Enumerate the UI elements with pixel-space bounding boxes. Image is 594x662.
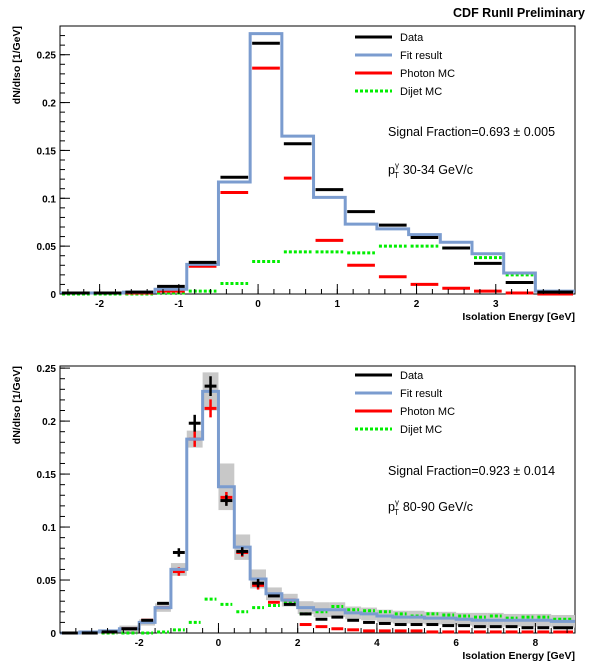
legend-label: Photon MC — [400, 406, 455, 418]
y-tick-label: 0.1 — [42, 523, 56, 534]
legend-label: Dijet MC — [400, 86, 442, 98]
x-tick-label: 2 — [295, 638, 301, 649]
x-tick-label: 0 — [255, 299, 261, 310]
x-tick-label: -2 — [135, 638, 144, 649]
y-tick-label: 0.25 — [37, 364, 57, 375]
series-line-fit-result — [60, 389, 575, 635]
signal-fraction-label: Signal Fraction=0.693 ± 0.005 — [388, 125, 555, 139]
y-tick-label: 0.05 — [37, 576, 57, 587]
legend-label: Data — [400, 370, 424, 382]
y-tick-label: 0.05 — [37, 242, 57, 253]
figure-title: CDF RunII Preliminary — [453, 6, 585, 20]
pt-superscript: γ — [395, 161, 399, 170]
x-tick-label: -2 — [95, 299, 104, 310]
y-tick-label: 0.25 — [37, 51, 57, 62]
x-tick-label: 2 — [414, 299, 420, 310]
x-tick-label: 4 — [374, 638, 380, 649]
y-axis-label: dN/dIso [1/GeV] — [11, 26, 23, 104]
x-tick-label: 3 — [493, 299, 499, 310]
pt-range-label: pγ T 80-90 GeV/c — [388, 498, 473, 517]
series-line-fit-result — [60, 32, 575, 295]
pt-range-label: pγ T 30-34 GeV/c — [388, 161, 473, 180]
x-tick-label: -1 — [174, 299, 183, 310]
x-tick-label: 8 — [533, 638, 539, 649]
x-axis-label: Isolation Energy [GeV] — [462, 650, 575, 662]
pt-symbol: p — [388, 500, 395, 514]
y-tick-label: 0 — [50, 290, 56, 301]
legend-label: Fit result — [400, 50, 442, 62]
y-tick-label: 0.15 — [37, 470, 57, 481]
pt-superscript: γ — [395, 498, 399, 507]
x-tick-label: 6 — [453, 638, 459, 649]
legend-label: Data — [400, 32, 424, 44]
y-tick-label: 0.15 — [37, 146, 57, 157]
pt-subscript: T — [394, 171, 399, 180]
y-tick-label: 0 — [50, 629, 56, 640]
pt-range-value: 30-34 GeV/c — [403, 163, 473, 177]
signal-fraction-label: Signal Fraction=0.923 ± 0.014 — [388, 464, 555, 478]
x-tick-label: 1 — [335, 299, 341, 310]
y-axis-label: dN/dIso [1/GeV] — [11, 366, 23, 444]
pt-range-value: 80-90 GeV/c — [403, 500, 473, 514]
pt-symbol: p — [388, 163, 395, 177]
y-tick-label: 0.1 — [42, 194, 56, 205]
y-tick-label: 0.2 — [42, 99, 56, 110]
x-axis-label: Isolation Energy [GeV] — [462, 311, 575, 323]
plot-frame — [59, 365, 576, 634]
legend-label: Fit result — [400, 388, 442, 400]
legend-label: Photon MC — [400, 68, 455, 80]
x-tick-label: 0 — [216, 638, 222, 649]
pt-subscript: T — [394, 508, 399, 517]
legend-label: Dijet MC — [400, 424, 442, 436]
y-tick-label: 0.2 — [42, 417, 56, 428]
